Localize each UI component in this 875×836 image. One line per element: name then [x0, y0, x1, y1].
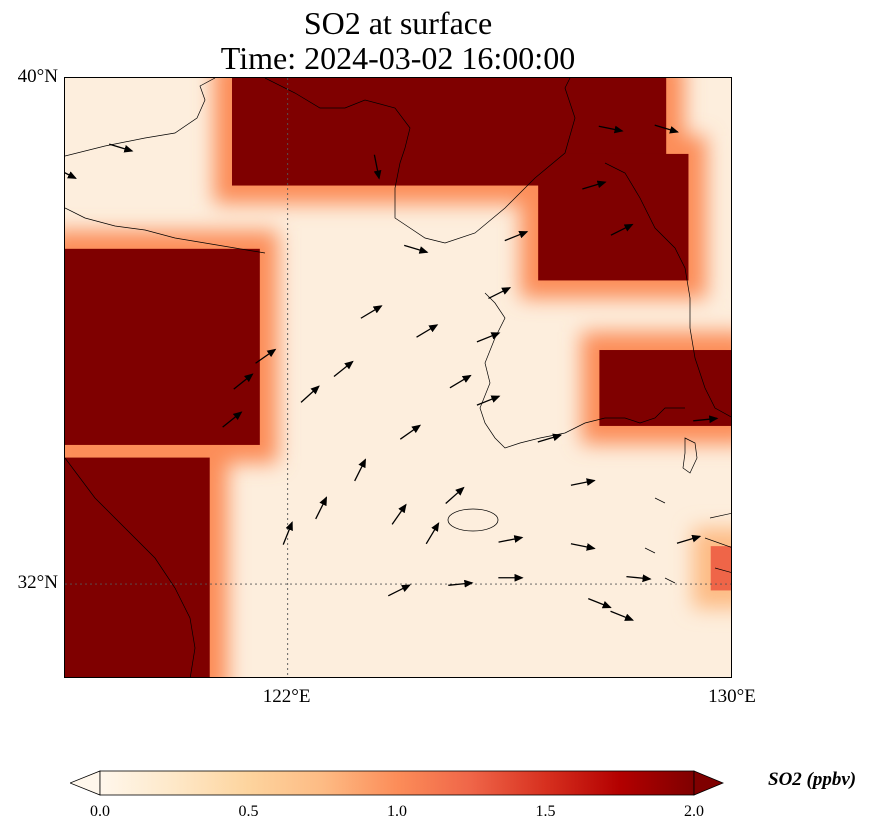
- colorbar-gradient: [99, 770, 695, 796]
- coastline-liaodong: [65, 78, 216, 157]
- wind-arrow: [610, 223, 634, 236]
- wind-arrow: [65, 171, 77, 179]
- colorbar-tick-label: 1.5: [535, 803, 556, 820]
- colorbar-tick-label: 2.0: [684, 803, 704, 820]
- wind-arrow: [373, 154, 382, 180]
- wind-arrow: [498, 535, 524, 543]
- wind-arrow: [582, 180, 607, 190]
- colorbar-label: SO2 (ppbv): [768, 769, 857, 790]
- wind-arrow: [360, 305, 383, 319]
- coastline-jeju: [447, 508, 499, 532]
- coastline-korea-south: [479, 292, 685, 449]
- lon-tick-label: 130°E: [708, 686, 756, 707]
- wind-arrow: [391, 503, 407, 525]
- colorbar-tick-label: 0.0: [90, 803, 110, 820]
- wind-arrow: [282, 521, 293, 545]
- wind-arrow: [570, 543, 596, 551]
- wind-arrow: [488, 287, 512, 300]
- so2-core-kyushu: [710, 546, 731, 591]
- colorbar-extend-high: [693, 770, 724, 796]
- map-timestamp: Time: 2024-03-02 16:00:00: [220, 40, 576, 76]
- lon-tick-label: 122°E: [262, 686, 311, 707]
- lat-tick-label: 32°N: [17, 572, 58, 594]
- wind-arrow: [588, 598, 612, 609]
- wind-arrow: [537, 433, 563, 443]
- map-panel: [64, 77, 732, 678]
- wind-arrow: [449, 374, 472, 389]
- wind-arrow: [570, 478, 596, 486]
- colorbar: [70, 770, 724, 796]
- so2-core-north-china-plain: [65, 248, 260, 445]
- wind-arrow: [598, 125, 624, 134]
- wind-arrow: [404, 244, 429, 254]
- wind-arrow: [233, 373, 254, 390]
- wind-arrow: [387, 584, 411, 597]
- wind-arrow: [626, 574, 652, 583]
- wind-arrow: [333, 360, 354, 378]
- colorbar-tick-label: 0.5: [238, 803, 259, 820]
- wind-arrow: [315, 496, 328, 520]
- coastline-kyushu: [704, 513, 731, 573]
- gridlines: [65, 78, 731, 677]
- coastline-shandong: [65, 207, 266, 254]
- map-title: SO2 at surface: [303, 5, 493, 41]
- wind-arrow: [255, 348, 277, 364]
- colorbar-extend-low: [70, 770, 101, 796]
- wind-arrow: [610, 610, 635, 621]
- lat-tick-label: 40°N: [17, 66, 58, 87]
- wind-arrow: [654, 124, 679, 134]
- wind-arrow: [476, 395, 501, 406]
- coastline-korea-east: [604, 162, 731, 418]
- wind-arrow: [425, 522, 440, 545]
- wind-arrow: [416, 324, 439, 338]
- wind-arrow: [222, 411, 243, 428]
- coastline-jiangsu: [65, 457, 196, 677]
- so2-core-jiangsu: [65, 457, 210, 677]
- wind-arrow: [476, 332, 501, 343]
- map-canvas: [65, 78, 731, 677]
- coastline-north-korea-west: [264, 78, 576, 244]
- wind-arrow: [676, 534, 702, 544]
- wind-arrow: [504, 230, 529, 242]
- wind-arrow: [354, 458, 366, 482]
- colorbar-tick-label: 1.0: [387, 803, 407, 820]
- wind-vectors: [65, 124, 719, 621]
- wind-arrow: [445, 486, 465, 504]
- so2-core-north-korea: [538, 153, 689, 281]
- so2-core-southeast-korea: [599, 350, 731, 426]
- wind-arrow: [399, 424, 422, 440]
- coastline-islands: [644, 497, 676, 584]
- wind-arrow: [108, 143, 134, 153]
- coastline-tsushima: [682, 437, 698, 474]
- wind-arrow: [448, 579, 474, 588]
- wind-arrow: [693, 415, 719, 424]
- so2-field: [65, 78, 731, 677]
- wind-arrow: [300, 385, 320, 403]
